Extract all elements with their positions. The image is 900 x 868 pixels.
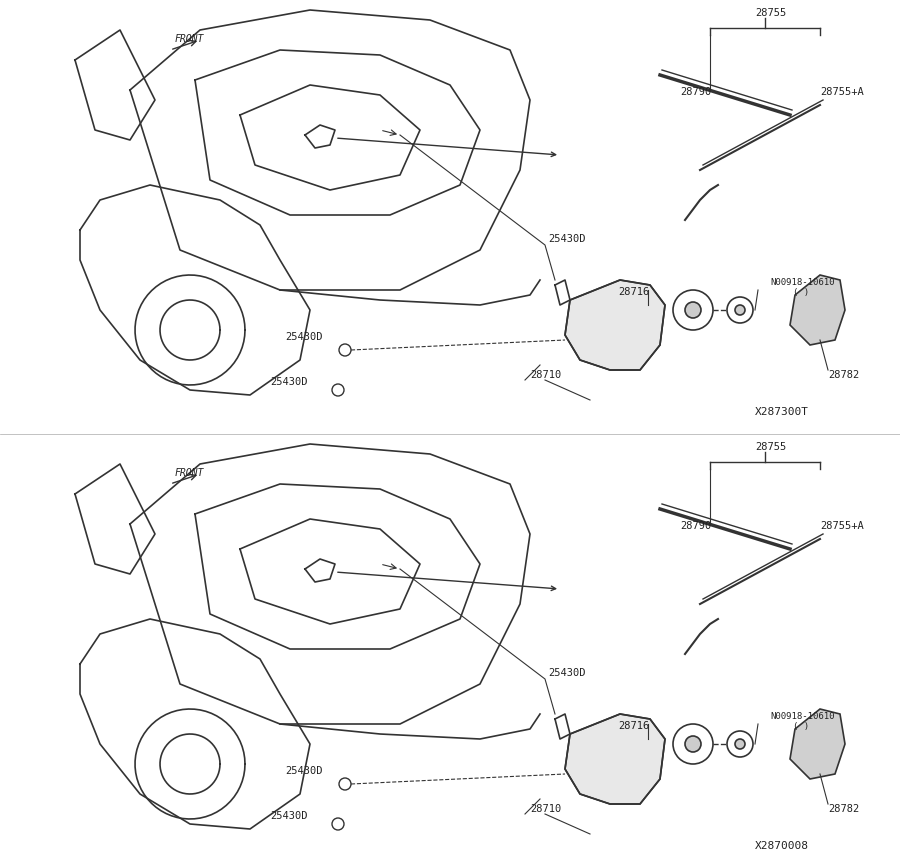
Text: 28716: 28716	[618, 721, 649, 731]
Polygon shape	[790, 709, 845, 779]
Text: ( ): ( )	[793, 288, 809, 297]
Text: ( ): ( )	[793, 722, 809, 731]
Text: 28790: 28790	[680, 87, 711, 97]
Text: 28710: 28710	[530, 804, 562, 814]
Circle shape	[735, 739, 745, 749]
Text: 25430D: 25430D	[548, 668, 586, 678]
Text: FRONT: FRONT	[175, 34, 204, 44]
Text: 28710: 28710	[530, 370, 562, 380]
Text: 25430D: 25430D	[270, 811, 308, 821]
Text: 28716: 28716	[618, 287, 649, 297]
Text: 25430D: 25430D	[285, 332, 322, 342]
Text: X287300T: X287300T	[755, 407, 809, 417]
Circle shape	[685, 736, 701, 752]
Text: 28755: 28755	[755, 8, 787, 18]
Polygon shape	[565, 714, 665, 804]
Text: N00918-10610: N00918-10610	[770, 278, 834, 287]
Text: 28755: 28755	[755, 442, 787, 452]
Text: 25430D: 25430D	[285, 766, 322, 776]
Circle shape	[735, 305, 745, 315]
Text: FRONT: FRONT	[175, 468, 204, 478]
Text: 28782: 28782	[828, 804, 859, 814]
Text: N00918-10610: N00918-10610	[770, 712, 834, 721]
Text: 28782: 28782	[828, 370, 859, 380]
Text: 28755+A: 28755+A	[820, 521, 864, 531]
Text: 28790: 28790	[680, 521, 711, 531]
Polygon shape	[790, 275, 845, 345]
Circle shape	[685, 302, 701, 318]
Text: X2870008: X2870008	[755, 841, 809, 851]
Text: 28755+A: 28755+A	[820, 87, 864, 97]
Text: 25430D: 25430D	[548, 234, 586, 244]
Polygon shape	[565, 280, 665, 370]
Text: 25430D: 25430D	[270, 377, 308, 387]
